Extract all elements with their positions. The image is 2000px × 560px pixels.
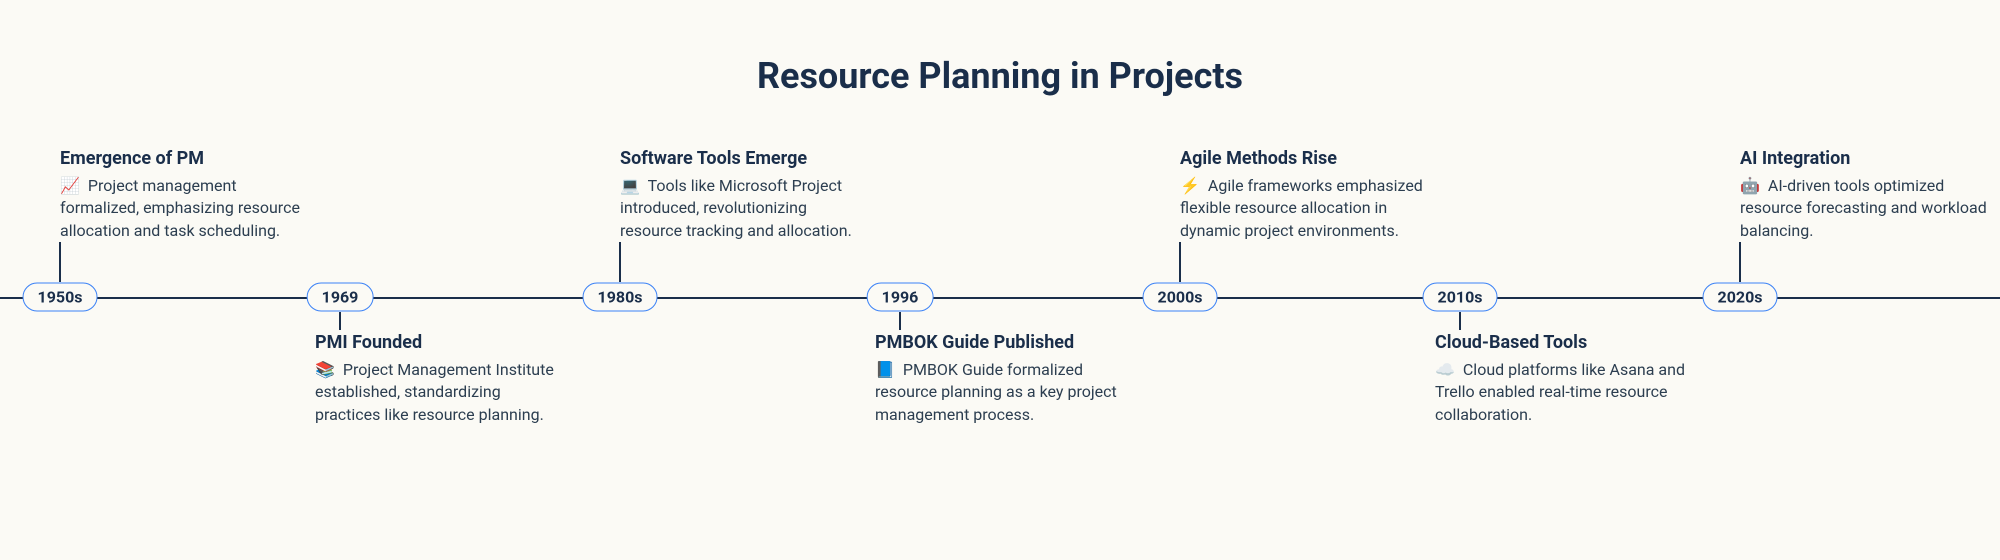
timeline-node: 2020s [1703, 283, 1778, 312]
timeline-connector [1739, 242, 1741, 282]
entry-body: ⚡ Agile frameworks emphasized flexible r… [1180, 175, 1430, 242]
entry-icon: 📘 [875, 359, 895, 381]
entry-heading: Software Tools Emerge [620, 148, 870, 169]
timeline-connector [339, 312, 341, 330]
timeline-node: 1980s [583, 283, 658, 312]
timeline-entry: Cloud-Based Tools ☁️ Cloud platforms like… [1435, 312, 1685, 426]
entry-icon: 💻 [620, 175, 640, 197]
timeline-axis [0, 297, 2000, 299]
entry-heading: Agile Methods Rise [1180, 148, 1430, 169]
entry-body: ☁️ Cloud platforms like Asana and Trello… [1435, 359, 1685, 426]
timeline-entry: Emergence of PM 📈 Project management form… [60, 148, 310, 262]
entry-heading: PMI Founded [315, 332, 565, 353]
timeline-node: 1969 [307, 283, 374, 312]
entry-body: 📚 Project Management Institute establish… [315, 359, 565, 426]
entry-icon: ☁️ [1435, 359, 1455, 381]
timeline-connector [1179, 242, 1181, 282]
timeline-node: 2010s [1423, 283, 1498, 312]
timeline-node: 1996 [867, 283, 934, 312]
timeline-entry: AI Integration 🤖 AI-driven tools optimize… [1740, 148, 1990, 262]
timeline-node: 1950s [23, 283, 98, 312]
entry-body: 📘 PMBOK Guide formalized resource planni… [875, 359, 1125, 426]
timeline-entry: PMI Founded 📚 Project Management Institut… [315, 312, 565, 426]
timeline-node: 2000s [1143, 283, 1218, 312]
timeline-connector [1459, 312, 1461, 330]
entry-heading: AI Integration [1740, 148, 1990, 169]
entry-icon: 🤖 [1740, 175, 1760, 197]
entry-icon: 📈 [60, 175, 80, 197]
timeline: 1950s Emergence of PM 📈 Project management… [0, 0, 2000, 560]
entry-heading: Cloud-Based Tools [1435, 332, 1685, 353]
timeline-entry: Agile Methods Rise ⚡ Agile frameworks emp… [1180, 148, 1430, 262]
entry-body: 🤖 AI-driven tools optimized resource for… [1740, 175, 1990, 242]
entry-body: 📈 Project management formalized, emphasi… [60, 175, 310, 242]
timeline-entry: PMBOK Guide Published 📘 PMBOK Guide forma… [875, 312, 1125, 426]
entry-heading: PMBOK Guide Published [875, 332, 1125, 353]
timeline-entry: Software Tools Emerge 💻 Tools like Micros… [620, 148, 870, 262]
timeline-connector [899, 312, 901, 330]
entry-icon: ⚡ [1180, 175, 1200, 197]
entry-body: 💻 Tools like Microsoft Project introduce… [620, 175, 870, 242]
entry-heading: Emergence of PM [60, 148, 310, 169]
entry-icon: 📚 [315, 359, 335, 381]
timeline-connector [619, 242, 621, 282]
timeline-connector [59, 242, 61, 282]
